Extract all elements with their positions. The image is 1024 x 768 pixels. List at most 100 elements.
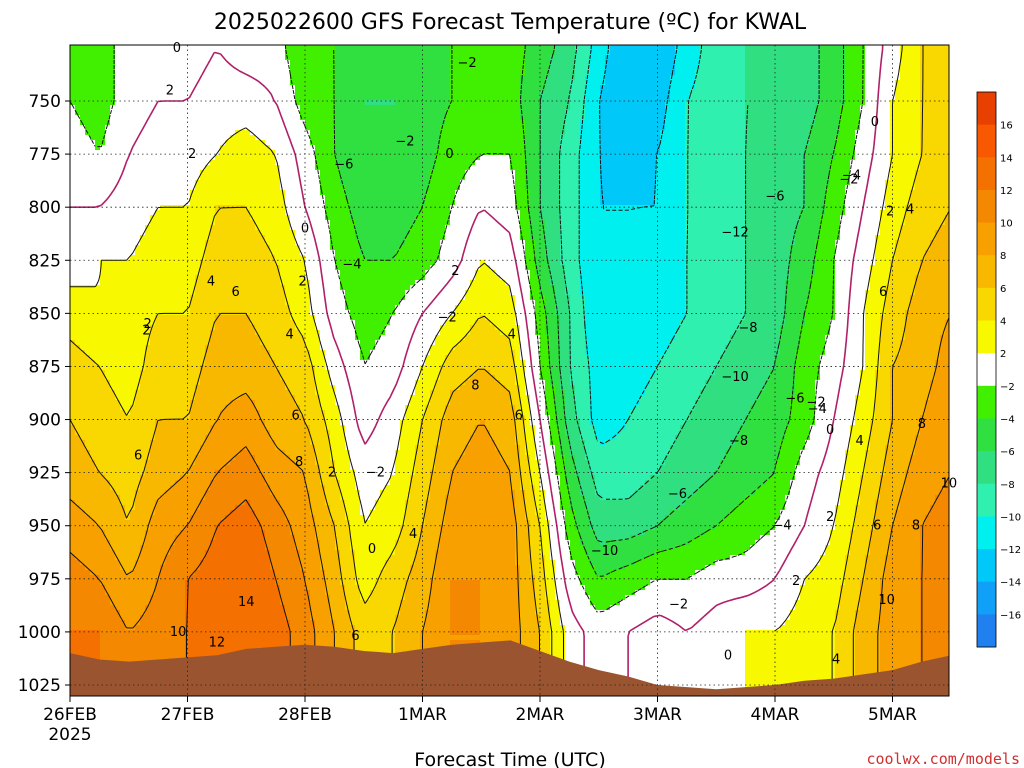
field-cell: [150, 395, 156, 401]
field-cell: [180, 45, 186, 51]
field-cell: [160, 275, 166, 281]
field-cell: [175, 210, 181, 216]
field-cell: [125, 110, 131, 116]
field-cell: [250, 460, 256, 466]
field-cell: [220, 160, 226, 166]
field-cell: [110, 360, 116, 366]
field-cell: [175, 280, 181, 286]
field-cell: [150, 230, 156, 236]
field-cell: [230, 175, 236, 181]
field-cell: [230, 370, 236, 376]
field-cell: [150, 490, 156, 496]
field-cell: [240, 105, 246, 111]
field-cell: [235, 350, 241, 356]
field-cell: [240, 55, 246, 61]
field-cell: [165, 105, 171, 111]
field-cell: [160, 585, 166, 591]
field-cell: [95, 150, 101, 156]
field-cell: [255, 265, 261, 271]
field-cell: [135, 495, 141, 501]
field-cell: [140, 380, 146, 386]
field-cell: [175, 590, 181, 596]
field-cell: [190, 55, 196, 61]
field-cell: [110, 260, 116, 266]
field-cell: [105, 380, 111, 386]
field-cell: [170, 625, 176, 631]
field-cell: [125, 400, 131, 406]
field-cell: [110, 65, 116, 71]
field-cell: [205, 45, 211, 51]
field-cell: [115, 160, 121, 166]
field-cell: [190, 260, 196, 266]
field-cell: [220, 630, 226, 636]
field-cell: [100, 280, 106, 286]
field-cell: [165, 405, 171, 411]
field-cell: [245, 445, 251, 451]
field-cell: [225, 355, 231, 361]
field-cell: [125, 250, 131, 256]
field-cell: [170, 375, 176, 381]
field-cell: [70, 510, 76, 516]
field-cell: [245, 620, 251, 626]
field-cell: [140, 345, 146, 351]
field-cell: [85, 60, 91, 66]
field-cell: [140, 515, 146, 521]
field-cell: [150, 360, 156, 366]
field-cell: [105, 165, 111, 171]
field-cell: [100, 515, 106, 521]
field-cell: [180, 505, 186, 511]
field-cell: [195, 105, 201, 111]
field-cell: [140, 235, 146, 241]
field-cell: [250, 570, 256, 576]
field-cell: [195, 115, 201, 121]
field-cell: [150, 405, 156, 411]
field-cell: [140, 405, 146, 411]
field-cell: [240, 490, 246, 496]
field-cell: [120, 145, 126, 151]
field-cell: [120, 530, 126, 536]
field-cell: [155, 95, 161, 101]
field-cell: [215, 495, 221, 501]
field-cell: [205, 215, 211, 221]
field-cell: [225, 340, 231, 346]
field-cell: [245, 590, 251, 596]
field-cell: [235, 365, 241, 371]
field-cell: [135, 460, 141, 466]
field-cell: [75, 285, 81, 291]
field-cell: [205, 50, 211, 56]
field-cell: [215, 55, 221, 61]
field-cell: [240, 250, 246, 256]
field-cell: [220, 85, 226, 91]
field-cell: [135, 540, 141, 546]
field-cell: [180, 645, 186, 651]
field-cell: [235, 300, 241, 306]
field-cell: [115, 345, 121, 351]
field-cell: [95, 395, 101, 401]
field-cell: [115, 550, 121, 556]
field-cell: [200, 155, 206, 161]
field-cell: [80, 545, 86, 551]
field-cell: [185, 460, 191, 466]
field-cell: [145, 545, 151, 551]
field-cell: [210, 475, 216, 481]
field-cell: [205, 550, 211, 556]
field-cell: [155, 610, 161, 616]
field-cell: [80, 530, 86, 536]
field-cell: [190, 345, 196, 351]
field-cell: [100, 150, 106, 156]
field-cell: [200, 100, 206, 106]
field-cell: [125, 55, 131, 61]
field-cell: [195, 310, 201, 316]
field-cell: [230, 415, 236, 421]
field-cell: [240, 170, 246, 176]
field-cell: [125, 330, 131, 336]
field-cell: [75, 70, 81, 76]
field-cell: [235, 125, 241, 131]
field-cell: [120, 345, 126, 351]
field-cell: [215, 500, 221, 506]
field-cell: [140, 295, 146, 301]
field-cell: [205, 145, 211, 151]
field-cell: [125, 620, 131, 626]
field-cell: [220, 305, 226, 311]
field-cell: [165, 75, 171, 81]
